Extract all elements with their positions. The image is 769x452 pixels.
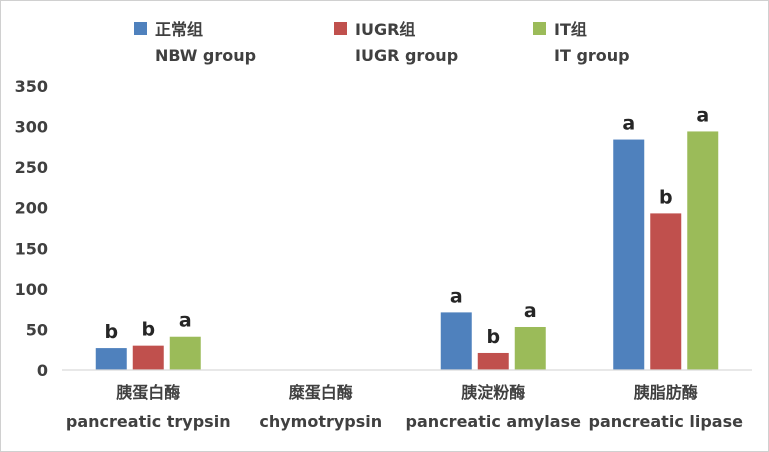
category-label-en: pancreatic lipase [589,412,744,431]
category-label-en: chymotrypsin [259,412,382,431]
bar [132,345,164,370]
category-label-zh: 糜蛋白酶 [289,383,353,402]
y-axis: 0 50 100 150 200 250 300 350 [15,77,48,380]
y-tick-label: 150 [15,239,48,258]
legend: 正常组 NBW group IUGR组 IUGR group IT组 IT group [134,20,630,65]
significance-label: a [179,310,192,332]
bar [440,312,472,370]
y-tick-label: 100 [15,280,48,299]
legend-label-zh: IT组 [554,20,587,39]
significance-label: b [659,186,673,208]
y-tick-label: 350 [15,77,48,96]
bar [514,326,546,370]
bar [613,139,645,370]
legend-label-zh: IUGR组 [355,20,415,39]
category-label-zh: 胰蛋白酶 [116,383,180,402]
significance-label: a [524,300,537,322]
y-tick-label: 0 [37,361,48,380]
significance-label: b [486,326,500,348]
category-label-en: pancreatic amylase [406,412,582,431]
significance-label: a [622,113,635,135]
legend-label-zh: 正常组 [155,20,203,39]
bar [169,336,201,370]
category-label-en: pancreatic trypsin [66,412,231,431]
significance-label: b [104,321,118,343]
legend-swatch [134,22,147,35]
significance-label: b [141,319,155,341]
category-label-zh: 胰脂肪酶 [634,383,698,402]
legend-label-en: IUGR group [355,46,458,65]
category-label-zh: 胰淀粉酶 [461,383,525,402]
significance-label: a [696,104,709,126]
y-tick-label: 200 [15,199,48,218]
legend-swatch [334,22,347,35]
bar [650,213,682,370]
legend-swatch [533,22,546,35]
y-tick-label: 50 [26,320,48,339]
legend-label-en: NBW group [155,46,256,65]
bar [95,348,127,370]
bar [687,131,719,370]
legend-label-en: IT group [554,46,630,65]
y-tick-label: 250 [15,158,48,177]
significance-label: a [450,285,463,307]
x-axis: 胰蛋白酶 pancreatic trypsin 糜蛋白酶 chymotrypsin 胰淀… [62,369,752,431]
bar [477,352,509,370]
y-tick-label: 300 [15,118,48,137]
bars [95,131,719,370]
significance-labels: b b a a b a a b a [104,104,709,348]
